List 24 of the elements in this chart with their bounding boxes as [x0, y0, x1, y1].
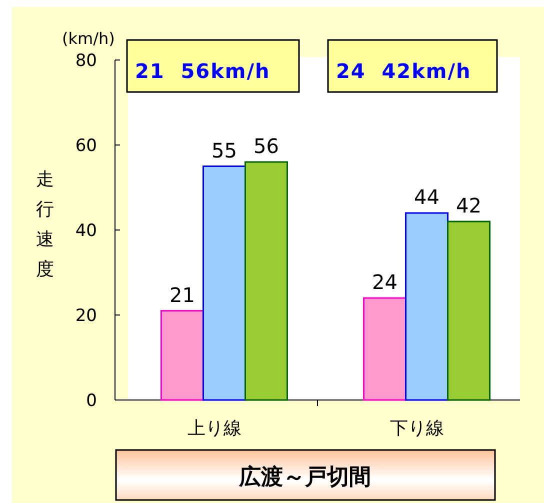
data-label: 21	[170, 282, 195, 307]
annotation: 24 42km/h	[336, 59, 472, 83]
y-tick-label: 40	[75, 221, 97, 241]
data-label: 55	[212, 138, 237, 162]
data-label: 24	[372, 270, 398, 294]
text: (km/h)	[62, 29, 115, 48]
y-tick-label: 60	[75, 136, 97, 156]
bar	[363, 297, 406, 401]
bar	[202, 166, 246, 401]
y-tick-label: 20	[75, 306, 97, 326]
y-tick-label: 0	[86, 391, 97, 411]
x-tick-label: 上り線	[187, 418, 242, 439]
data-label: 42	[456, 194, 482, 218]
x-tick-label: 下り線	[390, 418, 444, 439]
bar	[447, 220, 490, 401]
bar	[244, 161, 288, 401]
bar	[405, 212, 448, 401]
y-axis-title: 走行速度	[36, 169, 54, 280]
annotation: 21 56km/h	[135, 59, 270, 83]
data-label: 44	[414, 185, 440, 209]
bar	[160, 310, 204, 401]
data-label: 56	[254, 134, 279, 158]
y-tick-label: 80	[75, 51, 97, 71]
text: 広渡～戸切間	[238, 464, 371, 490]
